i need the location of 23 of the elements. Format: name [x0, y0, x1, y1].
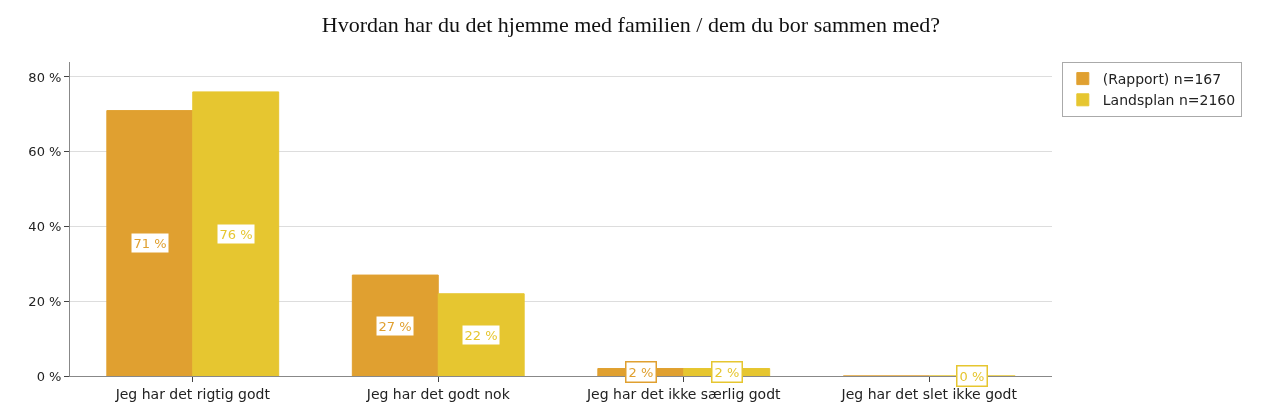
- data-label: 2 %: [628, 364, 654, 380]
- x-tick-label: Jeg har det slet ikke godt: [840, 385, 1018, 402]
- chart-title: Hvordan har du det hjemme med familien / dem du bor sammen med?: [321, 12, 941, 38]
- data-label: 76 %: [219, 226, 253, 242]
- legend-label: Landsplan n=2160: [1102, 92, 1236, 109]
- data-label: 0 %: [959, 368, 985, 384]
- y-tick-label: 60 %: [28, 144, 62, 160]
- bar: [192, 91, 280, 376]
- data-label: 27 %: [378, 318, 412, 334]
- x-tick-label: Jeg har det rigtig godt: [114, 385, 271, 402]
- data-label: 2 %: [714, 364, 740, 380]
- legend-label: (Rapport) n=167: [1102, 71, 1222, 88]
- y-tick-label: 0 %: [36, 368, 62, 384]
- y-tick-label: 80 %: [28, 69, 62, 85]
- bar: [106, 110, 194, 376]
- data-label: 71 %: [133, 235, 167, 251]
- x-tick-label: Jeg har det ikke særlig godt: [585, 385, 782, 402]
- x-tick-label: Jeg har det godt nok: [365, 385, 511, 402]
- y-tick-label: 40 %: [28, 219, 62, 235]
- y-tick-label: 20 %: [28, 293, 62, 309]
- data-label: 22 %: [464, 327, 498, 343]
- bar: [351, 274, 439, 376]
- bar: [437, 293, 525, 376]
